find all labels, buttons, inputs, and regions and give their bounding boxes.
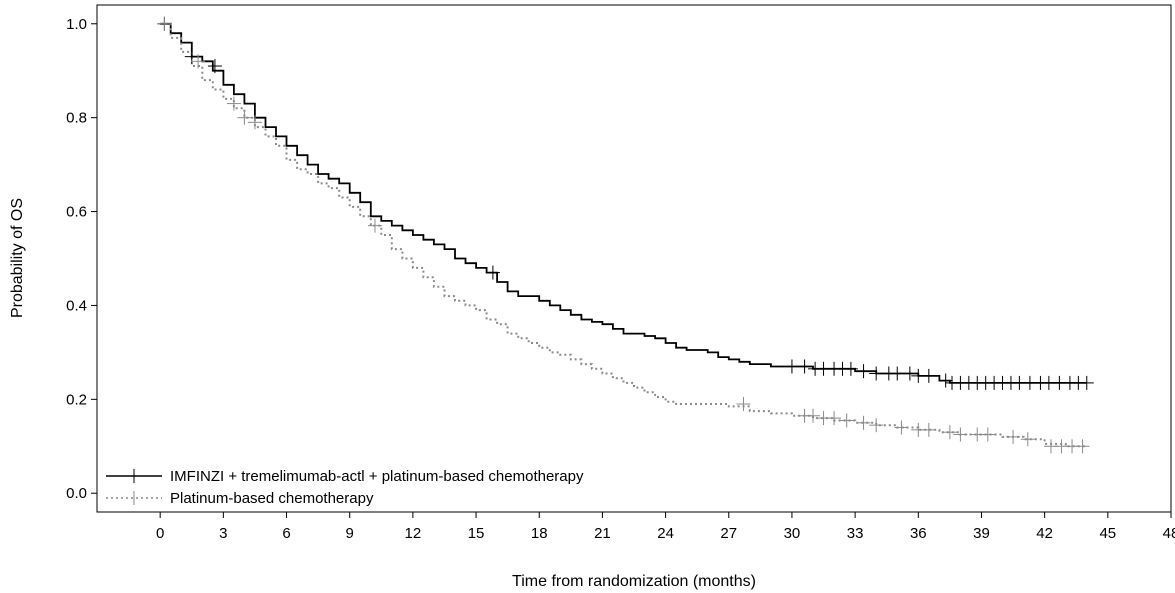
series-layer	[160, 22, 1087, 448]
censor-layer	[157, 16, 1094, 454]
y-axis: 0.0 0.2 0.4 0.6 0.8 1.0	[66, 16, 97, 502]
legend: IMFINZI + tremelimumab-actl + platinum-b…	[106, 468, 584, 507]
x-tick-label: 42	[1036, 525, 1053, 542]
censor-mark-s2	[827, 411, 842, 426]
y-tick-label: 0.4	[66, 297, 87, 314]
censor-mark-s2	[953, 427, 968, 442]
x-tick-label: 36	[910, 525, 927, 542]
censor-mark-s2	[869, 418, 884, 433]
x-tick-label: 6	[282, 525, 290, 542]
censor-mark-s2	[856, 415, 871, 430]
censor-mark-s2	[247, 115, 262, 130]
censor-mark-s2	[1020, 432, 1035, 447]
censor-mark-s2	[226, 96, 241, 111]
censor-mark-s1	[1079, 375, 1094, 390]
y-tick-label: 0.0	[66, 485, 87, 502]
censor-mark-s2	[980, 427, 995, 442]
censor-mark-s1	[485, 265, 500, 280]
x-tick-label: 39	[973, 525, 990, 542]
censor-mark-s1	[938, 373, 953, 388]
legend-label-2: Platinum-based chemotherapy	[170, 490, 374, 507]
x-tick-label: 15	[468, 525, 485, 542]
x-tick-label: 24	[657, 525, 674, 542]
censor-mark-s1	[797, 359, 812, 374]
x-tick-label: 21	[594, 525, 611, 542]
plot-frame	[96, 4, 1172, 513]
censor-mark-s2	[736, 397, 751, 412]
y-tick-label: 0.2	[66, 391, 87, 408]
censor-mark-s1	[843, 361, 858, 376]
censor-mark-s2	[237, 110, 252, 125]
legend-label-1: IMFINZI + tremelimumab-actl + platinum-b…	[170, 468, 584, 485]
censor-mark-s2	[839, 413, 854, 428]
censor-mark-s1	[921, 368, 936, 383]
censor-mark-s1	[902, 366, 917, 381]
censor-mark-s2	[942, 425, 957, 440]
censor-mark-s2	[1075, 439, 1090, 454]
x-tick-label: 33	[847, 525, 864, 542]
censor-mark-s2	[367, 218, 382, 233]
x-tick-label: 30	[784, 525, 801, 542]
censor-mark-s1	[890, 366, 905, 381]
y-tick-label: 0.6	[66, 204, 87, 221]
x-tick-label: 12	[405, 525, 422, 542]
series-line-1	[160, 22, 1087, 384]
censor-mark-s1	[207, 59, 222, 74]
x-tick-label: 45	[1099, 525, 1116, 542]
censor-mark-s1	[869, 366, 884, 381]
y-tick-label: 1.0	[66, 16, 87, 33]
censor-mark-s2	[806, 408, 820, 423]
x-tick-label: 3	[219, 525, 227, 542]
censor-mark-s2	[1006, 429, 1021, 444]
x-tick-label: 0	[156, 525, 164, 542]
censor-mark-s1	[784, 359, 799, 374]
x-axis: 036912151821242730333639424548	[156, 512, 1175, 542]
x-tick-label: 48	[1163, 525, 1175, 542]
x-tick-label: 18	[531, 525, 548, 542]
y-tick-label: 0.8	[66, 110, 87, 127]
x-tick-label: 9	[346, 525, 354, 542]
censor-mark-s1	[856, 364, 871, 379]
censor-mark-s2	[191, 54, 206, 69]
censor-mark-s2	[921, 422, 936, 437]
x-axis-title: Time from randomization (months)	[512, 573, 756, 590]
x-tick-label: 27	[720, 525, 737, 542]
censor-mark-s2	[894, 420, 909, 435]
censor-mark-s2	[157, 16, 172, 31]
y-axis-title: Probability of OS	[9, 198, 26, 318]
series-line-2	[160, 22, 1087, 448]
